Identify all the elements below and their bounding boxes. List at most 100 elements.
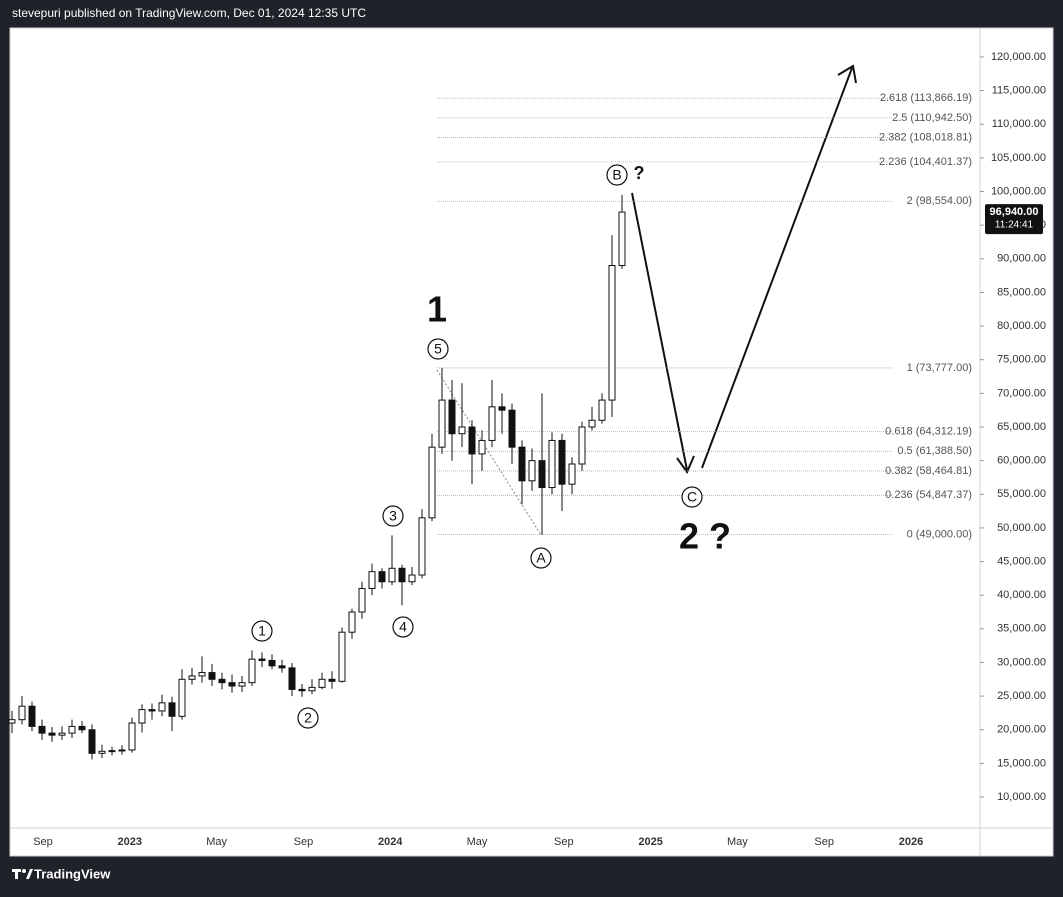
y-tick-label: 35,000.00	[997, 623, 1046, 635]
candle-body	[68, 725, 76, 734]
y-tick-label: 100,000.00	[991, 185, 1046, 197]
candle-body	[338, 631, 346, 682]
x-tick-label: 2023	[118, 836, 142, 848]
annotation: 2 ?	[679, 516, 731, 557]
header-text: stevepuri published on TradingView.com, …	[12, 6, 366, 20]
y-tick-label: 55,000.00	[997, 488, 1046, 500]
y-tick-label: 85,000.00	[997, 286, 1046, 298]
footer-brand: TradingView	[34, 866, 111, 881]
candle-body	[518, 446, 526, 482]
arrow-down	[631, 192, 688, 471]
wave-label: 3	[389, 508, 397, 524]
y-tick-label: 115,000.00	[992, 84, 1046, 96]
wave-label: 5	[434, 341, 442, 357]
candle-body	[178, 678, 186, 717]
candle-body	[298, 688, 306, 692]
y-tick-label: 90,000.00	[997, 253, 1046, 265]
fib-label: 1 (73,777.00)	[907, 362, 972, 374]
y-tick-label: 75,000.00	[997, 354, 1046, 366]
fib-label: 0.382 (58,464.81)	[885, 465, 972, 477]
candle-body	[18, 705, 26, 721]
candle-body	[568, 463, 576, 485]
candle-body	[418, 517, 426, 576]
candle-body	[578, 426, 586, 465]
candle-body	[588, 419, 596, 428]
candle-body	[478, 439, 486, 455]
candle-body	[258, 658, 266, 661]
wave-label: B	[612, 167, 621, 183]
x-tick-label: 2024	[378, 836, 403, 848]
candle-body	[128, 722, 136, 751]
countdown-label: 11:24:41	[995, 220, 1034, 231]
candle-body	[358, 587, 366, 613]
wave-circle	[606, 164, 628, 186]
y-tick-label: 50,000.00	[997, 522, 1046, 534]
wave-label: 1	[258, 623, 266, 639]
fib-label: 0.618 (64,312.19)	[885, 426, 972, 438]
wave-label: 4	[399, 619, 407, 635]
candle-body	[78, 725, 86, 731]
wave-circle	[392, 616, 414, 638]
chart-panel	[9, 27, 1054, 857]
y-tick-label: 70,000.00	[997, 387, 1046, 399]
candle-body	[28, 705, 36, 727]
wave-connector	[436, 369, 542, 536]
candle-body	[488, 406, 496, 441]
tv-logo	[12, 869, 33, 879]
candle-body	[218, 678, 226, 684]
candle-body	[288, 667, 296, 690]
candle-body	[398, 567, 406, 583]
y-tick-label: 15,000.00	[997, 757, 1046, 769]
wave-circle	[251, 620, 273, 642]
logo-part	[15, 869, 18, 879]
candle-body	[38, 725, 46, 734]
wave-label: 2	[304, 710, 312, 726]
y-tick-label: 110,000.00	[992, 118, 1046, 130]
wave-circle	[427, 338, 449, 360]
arrow-head	[676, 455, 695, 475]
candle-body	[148, 709, 156, 712]
fib-label: 2 (98,554.00)	[907, 195, 972, 207]
candle-body	[108, 750, 116, 753]
candle-body	[548, 439, 556, 489]
y-tick-label: 10,000.00	[997, 791, 1046, 803]
candle-body	[238, 682, 246, 687]
candle-body	[368, 571, 376, 589]
candle-body	[378, 571, 386, 583]
wave-circle	[297, 707, 319, 729]
y-tick-label: 20,000.00	[997, 724, 1046, 736]
candle-body	[168, 702, 176, 717]
candle-body	[318, 678, 326, 688]
y-tick-label: 40,000.00	[997, 589, 1046, 601]
fib-label: 0.5 (61,388.50)	[897, 445, 972, 457]
candle-body	[528, 460, 536, 482]
candle-body	[448, 399, 456, 435]
x-tick-label: May	[206, 836, 227, 848]
x-tick-label: 2025	[638, 836, 662, 848]
wave-circle	[530, 547, 552, 569]
candle-body	[608, 265, 616, 401]
logo-part	[22, 869, 26, 873]
candle-body	[208, 672, 216, 680]
arrows	[631, 64, 857, 475]
annotation: 1	[427, 289, 447, 330]
wave-label: A	[536, 550, 546, 566]
candle-body	[388, 567, 396, 583]
candle-body	[428, 446, 436, 519]
y-tick-label: 60,000.00	[997, 455, 1046, 467]
candle-body	[48, 732, 56, 736]
candle-body	[268, 659, 276, 667]
candle-body	[248, 658, 256, 684]
fib-label: 2.236 (104,401.37)	[879, 156, 972, 168]
wave-circle	[382, 505, 404, 527]
candle-body	[458, 426, 466, 435]
y-tick-label: 105,000.00	[991, 152, 1046, 164]
logo-part	[26, 869, 33, 879]
fib-label: 0 (49,000.00)	[907, 529, 972, 541]
candle-body	[278, 665, 286, 669]
candle-body	[438, 399, 446, 448]
candle-body	[98, 750, 106, 754]
fib-label: 2.618 (113,866.19)	[880, 92, 972, 104]
x-tick-label: May	[467, 836, 488, 848]
